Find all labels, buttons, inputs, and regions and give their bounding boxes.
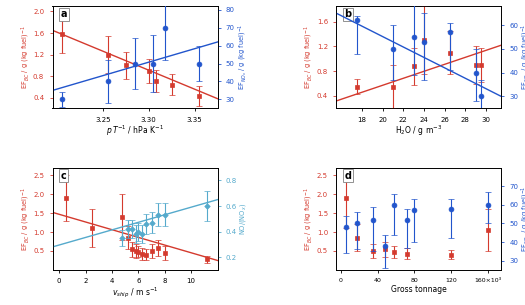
Text: b: b: [344, 9, 352, 19]
Text: a: a: [61, 9, 67, 19]
X-axis label: Gross tonnage: Gross tonnage: [391, 285, 447, 294]
X-axis label: $p\,T^{-1}$ / hPa K$^{-1}$: $p\,T^{-1}$ / hPa K$^{-1}$: [106, 124, 164, 138]
Y-axis label: EF$_{NO_x}$ / g (kg fuel)$^{-1}$: EF$_{NO_x}$ / g (kg fuel)$^{-1}$: [520, 24, 525, 91]
Text: d: d: [344, 171, 352, 181]
X-axis label: $v_{ship}$ / m s$^{-1}$: $v_{ship}$ / m s$^{-1}$: [112, 286, 158, 300]
X-axis label: H$_2$O / g m$^{-3}$: H$_2$O / g m$^{-3}$: [395, 124, 443, 138]
Y-axis label: EF$_{BC}$ / g (kg fuel)$^{-1}$: EF$_{BC}$ / g (kg fuel)$^{-1}$: [19, 187, 32, 251]
Y-axis label: EF$_{BC}$ / g (kg fuel)$^{-1}$: EF$_{BC}$ / g (kg fuel)$^{-1}$: [19, 25, 32, 89]
Y-axis label: EF$_{NO_x}$ / g (kg fuel)$^{-1}$: EF$_{NO_x}$ / g (kg fuel)$^{-1}$: [520, 185, 525, 252]
Text: c: c: [61, 171, 67, 181]
Y-axis label: EF$_{BC}$ / g (kg fuel)$^{-1}$: EF$_{BC}$ / g (kg fuel)$^{-1}$: [303, 25, 316, 89]
Y-axis label: EF$_{BC}$ / g (kg fuel)$^{-1}$: EF$_{BC}$ / g (kg fuel)$^{-1}$: [303, 187, 316, 251]
Y-axis label: EF$_{NO_x}$ / g (kg fuel)$^{-1}$: EF$_{NO_x}$ / g (kg fuel)$^{-1}$: [236, 24, 249, 91]
Y-axis label: NO/(NO$_x$): NO/(NO$_x$): [238, 203, 248, 235]
